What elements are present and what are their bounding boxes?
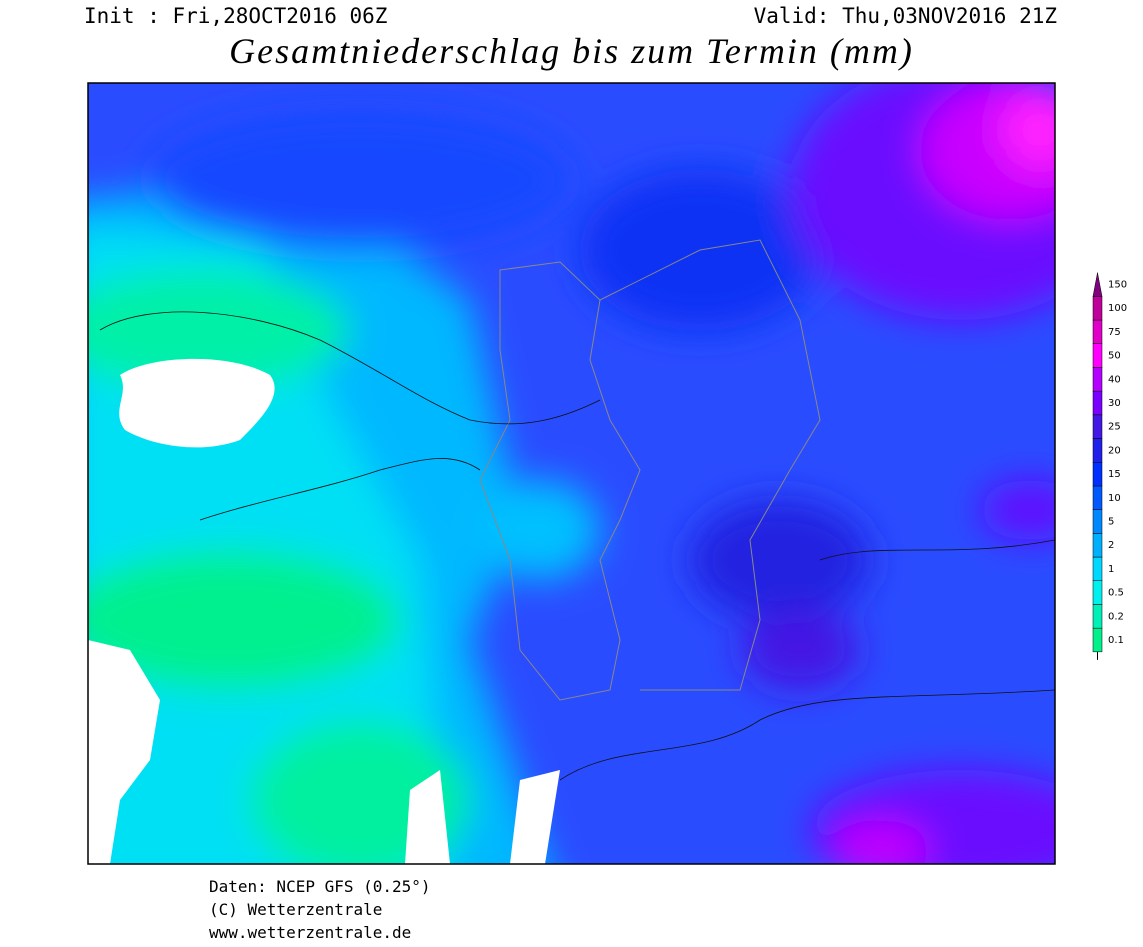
colorbar-swatch xyxy=(1092,604,1103,629)
init-time: Init : Fri,28OCT2016 06Z xyxy=(84,4,388,28)
colorbar-label: 75 xyxy=(1108,327,1121,338)
colorbar-label: 20 xyxy=(1108,445,1121,456)
colorbar-swatch xyxy=(1092,580,1103,605)
copyright: (C) Wetterzentrale xyxy=(209,900,383,919)
colorbar-swatch xyxy=(1092,343,1103,368)
colorbar-swatch xyxy=(1092,414,1103,439)
colorbar-label: 30 xyxy=(1108,398,1121,409)
colorbar-label: 40 xyxy=(1108,374,1121,385)
website: www.wetterzentrale.de xyxy=(209,923,412,942)
map-frame xyxy=(87,82,1056,865)
colorbar-swatch xyxy=(1092,509,1103,534)
colorbar-label: 5 xyxy=(1108,517,1114,528)
colorbar-label: 50 xyxy=(1108,351,1121,362)
data-source: Daten: NCEP GFS (0.25°) xyxy=(209,877,431,896)
colorbar-label: 15 xyxy=(1108,469,1121,480)
precip-field xyxy=(88,83,1055,864)
colorbar-cap xyxy=(1092,272,1103,297)
colorbar-label: 0.1 xyxy=(1108,635,1124,646)
colorbar-label: 1 xyxy=(1108,564,1114,575)
colorbar-label: 0.2 xyxy=(1108,611,1124,622)
colorbar-label: 25 xyxy=(1108,422,1121,433)
colorbar-swatch xyxy=(1092,438,1103,463)
colorbar-swatch xyxy=(1092,533,1103,558)
colorbar-swatch xyxy=(1092,627,1103,653)
colorbar-label: 2 xyxy=(1108,540,1114,551)
colorbar-label: 10 xyxy=(1108,493,1121,504)
colorbar-label: 0.5 xyxy=(1108,588,1124,599)
colorbar-label: 100 xyxy=(1108,303,1127,314)
map-title: Gesamtniederschlag bis zum Termin (mm) xyxy=(229,31,914,71)
valid-time: Valid: Thu,03NOV2016 21Z xyxy=(753,4,1057,28)
colorbar-swatch xyxy=(1092,390,1103,416)
colorbar-swatch xyxy=(1092,296,1103,321)
colorbar-swatch xyxy=(1092,485,1103,510)
colorbar-swatch xyxy=(1092,462,1103,487)
colorbar-swatch xyxy=(1092,367,1103,392)
colorbar-label: 150 xyxy=(1108,280,1127,291)
colorbar-swatch xyxy=(1092,556,1103,581)
colorbar-swatch xyxy=(1092,319,1103,344)
